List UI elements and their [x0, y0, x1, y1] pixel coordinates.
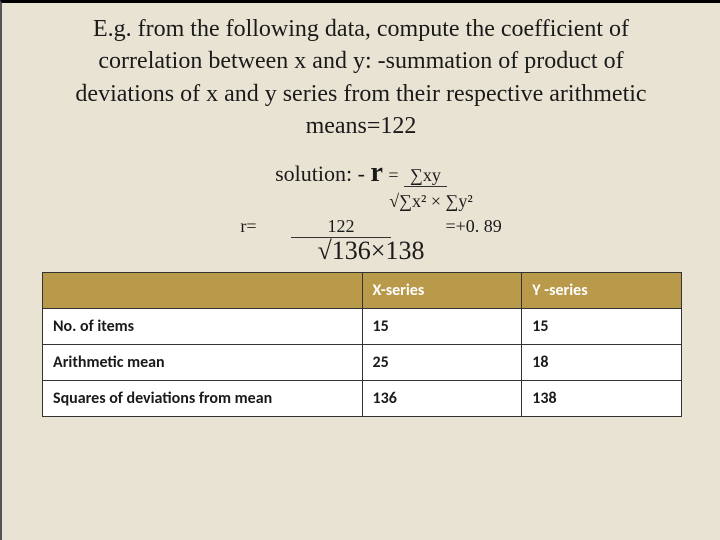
row-y-value: 18	[522, 344, 682, 380]
row-label: No. of items	[43, 308, 363, 344]
solution-formula-line: solution: - r = ∑xy	[42, 157, 680, 189]
table-header-y: Y -series	[522, 272, 682, 308]
calc-r-label: r=	[167, 216, 287, 237]
solution-label: solution: -	[275, 161, 365, 186]
row-label: Arithmetic mean	[43, 344, 363, 380]
row-x-value: 15	[362, 308, 522, 344]
data-table: X-series Y -series No. of items 15 15 Ar…	[42, 272, 682, 417]
table-row: Squares of deviations from mean 136 138	[43, 380, 682, 416]
row-x-value: 136	[362, 380, 522, 416]
row-label: Squares of deviations from mean	[43, 380, 363, 416]
row-y-value: 138	[522, 380, 682, 416]
row-y-value: 15	[522, 308, 682, 344]
formula-numerator: ∑xy	[404, 165, 447, 187]
problem-statement: E.g. from the following data, compute th…	[42, 13, 680, 143]
table-header-x: X-series	[362, 272, 522, 308]
calc-denominator: √136×138	[42, 236, 680, 266]
table-header-row: X-series Y -series	[43, 272, 682, 308]
equals-sign: =	[388, 165, 398, 185]
table-row: No. of items 15 15	[43, 308, 682, 344]
r-symbol: r	[370, 157, 382, 188]
table-header-blank	[43, 272, 363, 308]
calc-result: =+0. 89	[396, 216, 556, 237]
calc-numerator: 122	[291, 216, 391, 238]
row-x-value: 25	[362, 344, 522, 380]
formula-denominator: √∑x² × ∑y²	[42, 191, 680, 212]
table-row: Arithmetic mean 25 18	[43, 344, 682, 380]
calculation-line: r= 122 =+0. 89	[42, 216, 680, 238]
